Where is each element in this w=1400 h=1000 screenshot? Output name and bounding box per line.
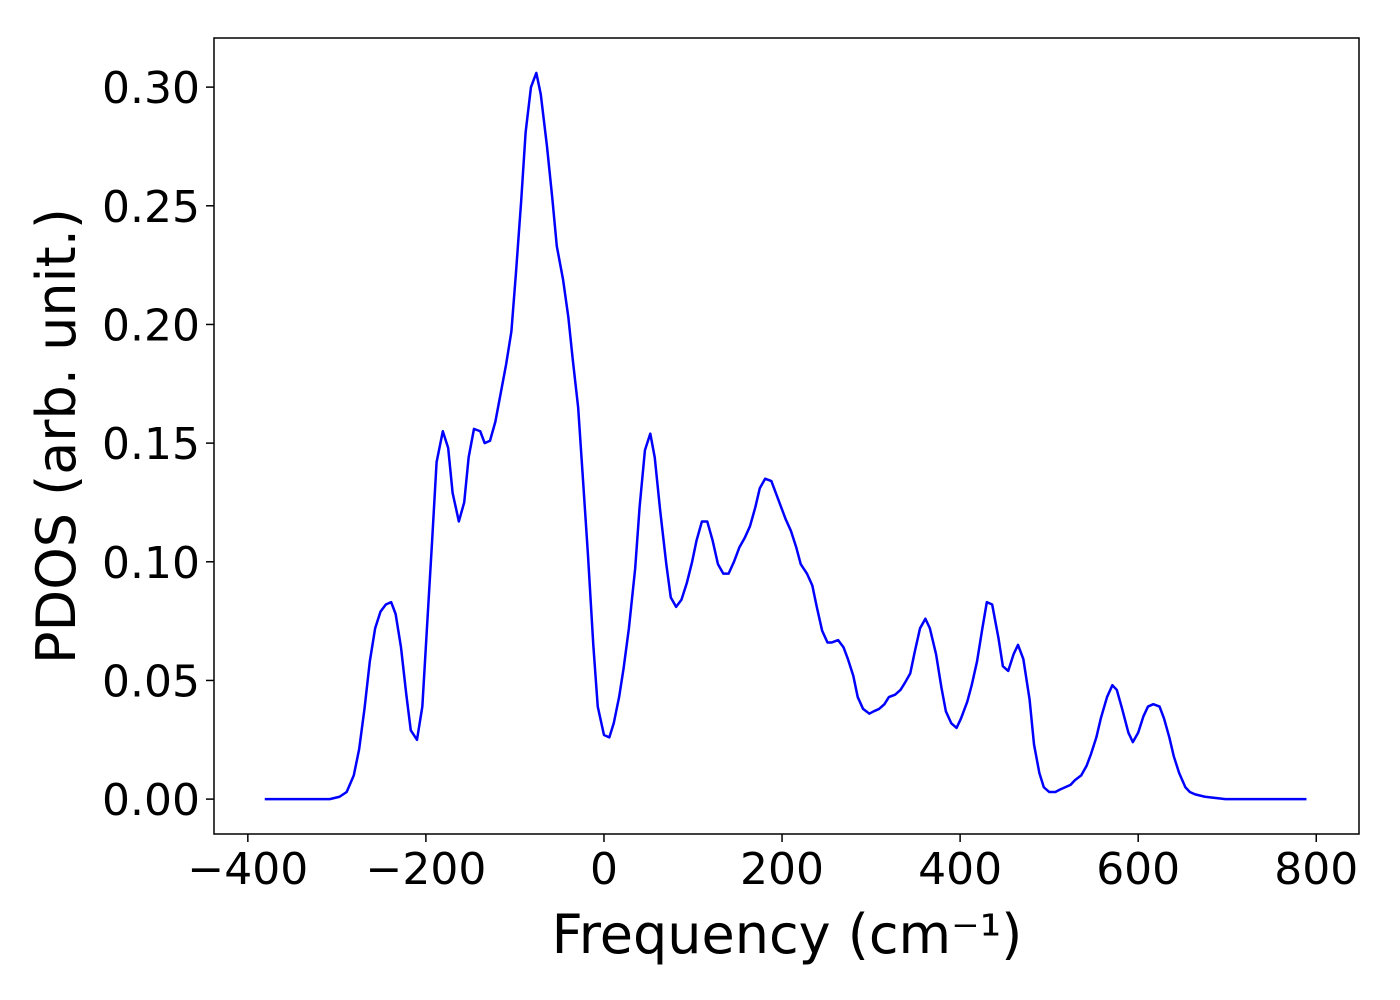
x-tick-label: 400 (918, 844, 1002, 895)
y-axis-label: PDOS (arb. unit.) (25, 208, 88, 664)
x-tick-label: 200 (740, 844, 824, 895)
x-tick-label: −200 (365, 844, 486, 895)
plot-frame (213, 37, 1360, 835)
y-tick-label: 0.00 (102, 775, 200, 826)
x-axis-label: Frequency (cm⁻¹) (552, 903, 1023, 966)
y-tick-label: 0.05 (102, 656, 200, 707)
x-tick-label: −400 (187, 844, 308, 895)
y-tick-label: 0.20 (102, 300, 200, 351)
x-tick-label: 800 (1274, 844, 1358, 895)
x-tick-label: 600 (1096, 844, 1180, 895)
y-tick-label: 0.30 (102, 63, 200, 114)
x-tick-label: 0 (590, 844, 618, 895)
y-tick-label: 0.15 (102, 419, 200, 470)
y-tick-label: 0.10 (102, 538, 200, 589)
data-line (264, 71, 1307, 801)
y-tick-label: 0.25 (102, 182, 200, 233)
